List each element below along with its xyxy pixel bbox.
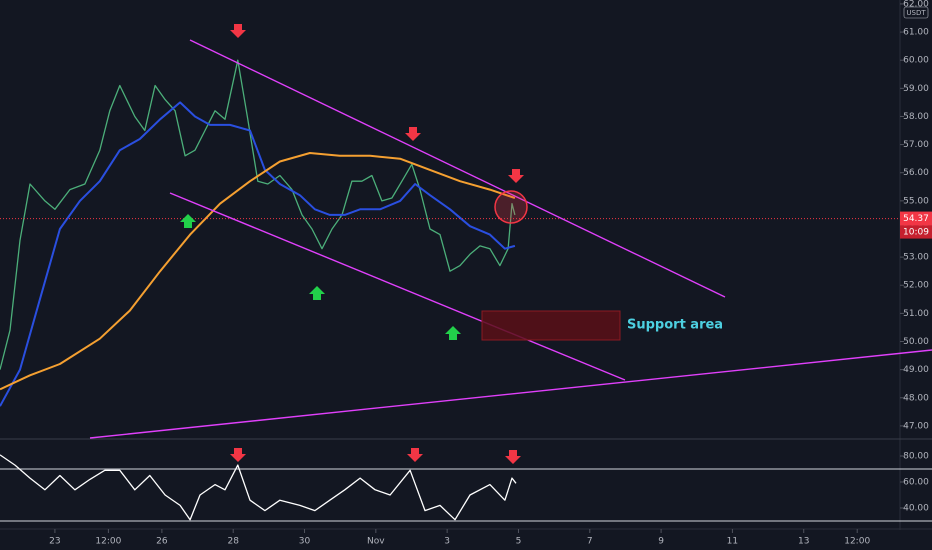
countdown-bg [900,225,932,239]
series-line [0,454,517,521]
x-tick-label: 9 [658,537,664,547]
currency-badge [903,6,929,19]
down-arrow [505,450,521,464]
y-tick-label: 52.00 [903,281,929,291]
up-arrows [180,214,461,340]
y-tick-label: 53.00 [903,253,929,263]
trendline [89,349,932,439]
up-arrow [445,326,461,340]
y-tick-label: 61.00 [903,28,929,38]
channel-upper [189,39,726,298]
support-label: Support area [627,318,723,333]
x-tick-label: 13 [798,537,809,547]
series-line [0,152,516,391]
y-tick-label: 80.00 [903,451,929,461]
up-arrow [309,286,325,300]
x-tick-label: 3 [444,537,450,547]
series-line [0,59,516,370]
y-tick-label: 47.00 [903,421,929,431]
x-tick-label: 26 [156,537,168,547]
y-tick-label: 56.00 [903,168,929,178]
y-tick-label: 62.00 [903,0,929,9]
y-tick-label: 55.00 [903,196,929,206]
x-tick-label: 28 [227,537,239,547]
y-tick-label: 48.00 [903,393,929,403]
down-arrow [508,169,524,183]
down-arrows [230,24,524,464]
x-tick-label: 5 [516,537,522,547]
x-tick-label: 12:00 [95,537,121,547]
y-tick-label: 49.00 [903,365,929,375]
currency-label: USDT [906,9,926,17]
y-tick-label: 60.00 [903,56,929,66]
highlight-circle [494,190,528,224]
x-tick-label: 30 [299,537,311,547]
price-tag-bg [900,211,932,226]
up-arrow [180,214,196,228]
down-arrow [230,24,246,38]
x-tick-label: 23 [49,537,60,547]
y-tick-label: 50.00 [903,337,929,347]
x-tick-label: 7 [587,537,593,547]
y-tick-label: 57.00 [903,140,929,150]
down-arrow [230,448,246,462]
down-arrow [405,127,421,141]
countdown: 10:09 [903,228,929,238]
y-tick-label: 59.00 [903,84,929,94]
series-line [0,101,516,407]
y-tick-label: 60.00 [903,477,929,487]
down-arrow [407,448,423,462]
channel-lower [169,192,626,381]
y-tick-label: 40.00 [903,503,929,513]
y-tick-label: 51.00 [903,309,929,319]
x-tick-label: 12:00 [844,537,870,547]
x-tick-label: 11 [727,537,738,547]
price-tag: 54.37 [903,214,929,224]
x-tick-label: Nov [367,537,385,547]
y-tick-label: 58.00 [903,112,929,122]
drawings: Support area USDT [89,6,932,464]
support-zone [481,310,621,341]
